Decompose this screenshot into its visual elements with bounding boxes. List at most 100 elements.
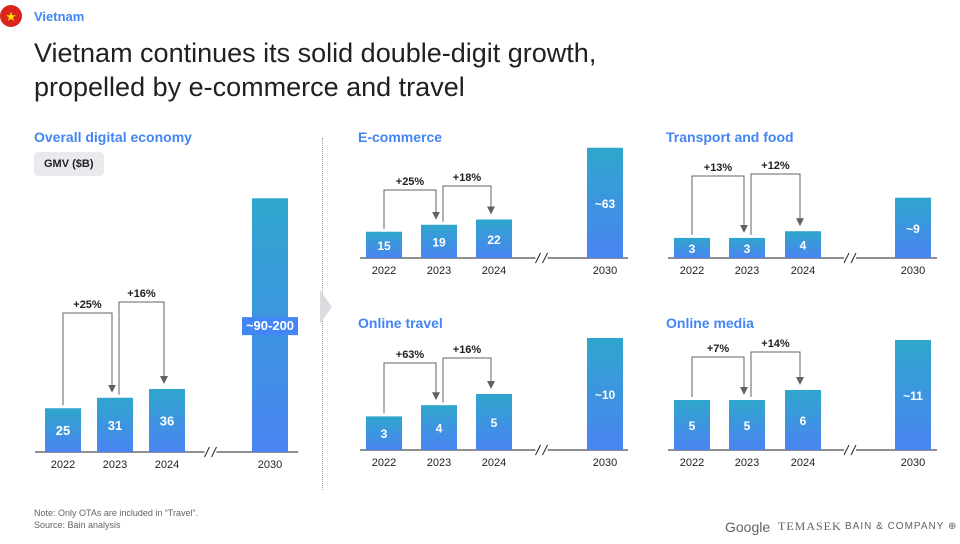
category-tick-label: 2022	[372, 457, 396, 469]
bar-2023	[421, 405, 457, 450]
category-tick-label: 2030	[258, 459, 282, 471]
growth-bracket	[691, 175, 748, 235]
bar-2024	[476, 394, 512, 450]
bar-value-label: 22	[487, 233, 501, 247]
bar-value-label: 5	[689, 419, 696, 433]
growth-label: +13%	[704, 162, 733, 174]
bar-value-label: 3	[744, 242, 751, 256]
bar-2022	[674, 400, 710, 450]
bar-2022	[366, 416, 402, 450]
axis-break-mark	[542, 444, 548, 456]
category-tick-label: 2024	[791, 457, 815, 469]
growth-bracket	[442, 185, 495, 222]
growth-bracket	[383, 189, 440, 229]
page-title-line-2: propelled by e-commerce and travel	[34, 72, 465, 102]
bar-2023	[421, 224, 457, 258]
bar-2030	[587, 338, 623, 450]
axis-break-mark	[204, 446, 210, 458]
axis-break-gap	[204, 447, 217, 457]
growth-bracket	[118, 301, 168, 395]
growth-bracket	[750, 351, 804, 397]
growth-label: +12%	[761, 160, 790, 172]
country-label: Vietnam	[34, 9, 85, 24]
category-tick-label: 2022	[51, 459, 75, 471]
bar-2023	[729, 400, 765, 450]
growth-bracket	[383, 362, 440, 414]
footnote: Note: Only OTAs are included in “Travel”…	[34, 507, 198, 531]
unit-badge: GMV ($B)	[34, 152, 104, 176]
category-tick-label: 2023	[427, 457, 451, 469]
chart-title-media: Online media	[666, 315, 754, 331]
value-label-box	[242, 317, 298, 336]
category-tick-label: 2024	[155, 459, 179, 471]
category-tick-label: 2030	[901, 265, 925, 277]
category-tick-label: 2023	[735, 457, 759, 469]
chart-title-transport: Transport and food	[666, 129, 794, 145]
bar-2024	[476, 219, 512, 258]
growth-label: +16%	[453, 344, 482, 356]
chevron-right-icon	[320, 290, 332, 324]
bar-value-label: 36	[160, 414, 174, 429]
temasek-logo: TEMASEK	[778, 519, 842, 533]
category-tick-label: 2023	[427, 265, 451, 277]
bar-2022	[674, 237, 710, 258]
axis-break-mark	[843, 252, 850, 264]
growth-label: +14%	[761, 338, 790, 350]
bar-value-label: 3	[381, 427, 388, 441]
growth-label: +7%	[707, 343, 730, 355]
bar-value-label: ~90-200	[246, 318, 294, 333]
bar-value-label: 25	[56, 423, 70, 438]
growth-label: +16%	[127, 288, 156, 300]
axis-break-mark	[211, 446, 217, 458]
bar-2024	[785, 231, 821, 258]
axis-break-mark	[535, 444, 541, 456]
category-tick-label: 2022	[680, 265, 704, 277]
bar-2022	[366, 231, 402, 258]
category-tick-label: 2023	[103, 459, 127, 471]
bar-value-label: 4	[436, 422, 443, 436]
category-tick-label: 2024	[482, 457, 506, 469]
growth-label: +25%	[396, 176, 425, 188]
growth-bracket	[750, 173, 804, 235]
bar-2024	[149, 389, 185, 452]
footnote-note: Note: Only OTAs are included in “Travel”…	[34, 508, 199, 518]
axis-break-gap	[844, 253, 856, 263]
bain-logo: BAIN & COMPANY ⊕	[845, 521, 958, 532]
bar-2022	[45, 408, 81, 452]
bar-value-label: 6	[800, 414, 807, 428]
bar-value-label: 19	[432, 235, 446, 249]
page-title: Vietnam continues its solid double-digit…	[34, 36, 596, 104]
growth-bracket	[62, 312, 116, 406]
chart-title-ecommerce: E-commerce	[358, 129, 443, 145]
bar-2030	[587, 147, 623, 258]
category-tick-label: 2022	[372, 265, 396, 277]
growth-label: +25%	[73, 299, 102, 311]
vietnam-flag-icon: ★	[0, 5, 22, 27]
axis-break-mark	[850, 444, 857, 456]
bar-value-label: ~10	[595, 388, 616, 402]
category-tick-label: 2030	[593, 457, 617, 469]
google-logo: Google	[725, 519, 771, 535]
bar-2023	[97, 397, 133, 452]
axis-break-mark	[843, 444, 850, 456]
bar-value-label: 5	[491, 416, 498, 430]
bar-value-label: 31	[108, 418, 122, 433]
category-tick-label: 2030	[593, 265, 617, 277]
category-tick-label: 2022	[680, 457, 704, 469]
bar-2023	[729, 237, 765, 258]
axis-break-gap	[535, 253, 548, 263]
axis-break-mark	[542, 252, 548, 264]
axis-break-gap	[535, 445, 548, 455]
chart-title-travel: Online travel	[358, 315, 443, 331]
bar-value-label: 15	[377, 239, 391, 253]
axis-break-gap	[844, 445, 856, 455]
bar-value-label: 4	[800, 239, 807, 253]
chart-title-overall: Overall digital economy	[34, 129, 192, 145]
axis-break-mark	[535, 252, 541, 264]
growth-bracket	[442, 357, 495, 403]
bar-2030	[895, 197, 931, 258]
growth-bracket	[691, 356, 748, 397]
bar-value-label: ~63	[595, 197, 616, 211]
category-tick-label: 2024	[791, 265, 815, 277]
